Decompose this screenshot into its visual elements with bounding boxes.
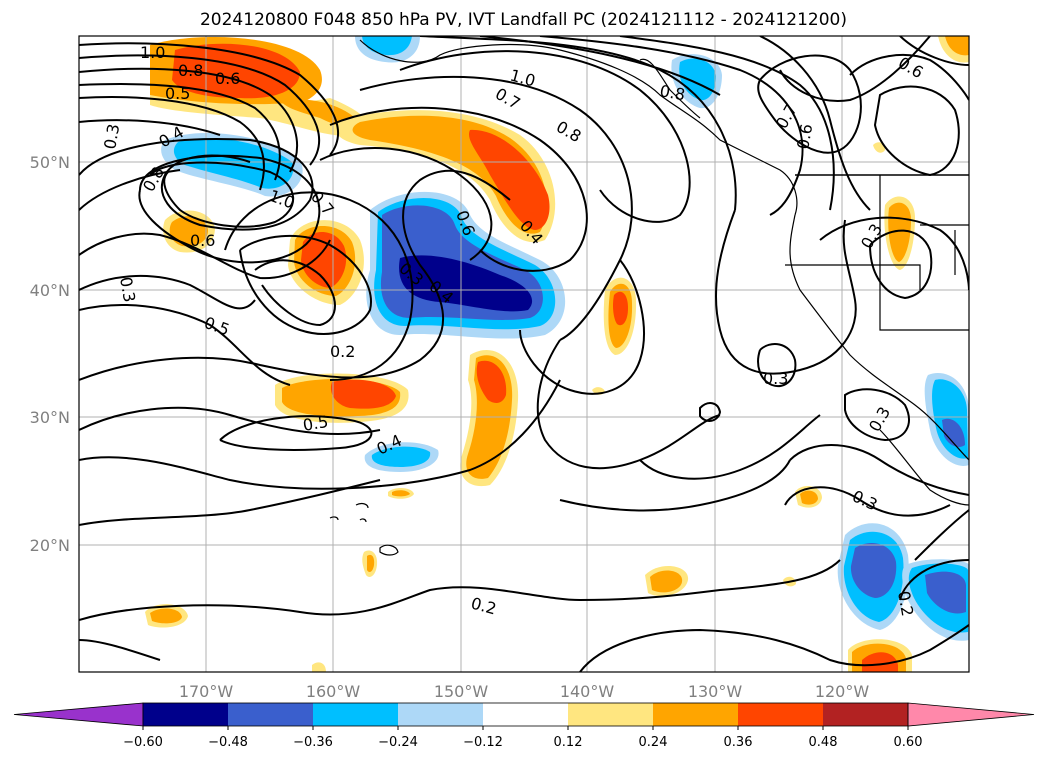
colorbar-tick-label: −0.24: [378, 735, 418, 750]
lon-tick-label: 160°W: [306, 682, 361, 701]
colorbar-extend-min: [13, 702, 144, 727]
lat-tick-label: 50°N: [30, 153, 70, 172]
contour-label: 1.0: [140, 43, 165, 62]
lat-tick-label: 40°N: [30, 281, 70, 300]
contour-label: 0.8: [658, 81, 686, 104]
contour-layer: [79, 36, 969, 672]
colorbar-tick-label: 0.48: [809, 735, 838, 750]
colorbar-tick-label: 0.36: [724, 735, 753, 750]
colorbar-segment: [483, 703, 568, 726]
colorbar-tick-label: 0.24: [639, 735, 668, 750]
colorbar-segment: [143, 703, 228, 726]
colorbar-segment: [313, 703, 398, 726]
lon-tick-label: 140°W: [560, 682, 615, 701]
contour-label: 0.5: [301, 412, 329, 435]
colorbar-tick-label: −0.12: [463, 735, 503, 750]
colorbar-segment: [568, 703, 653, 726]
contour-label: 0.5: [165, 84, 190, 103]
colorbar-tick-label: −0.48: [208, 735, 248, 750]
colorbar-frame: [142, 702, 909, 727]
contour-label: 0.3: [116, 275, 139, 303]
colorbar-segment: [398, 703, 483, 726]
contour-label: 0.3: [763, 369, 788, 388]
longitude-labels: 170°W 160°W 150°W 140°W 130°W 120°W: [179, 682, 870, 701]
contour-label: 0.2: [894, 589, 917, 617]
colorbar-tick-label: −0.60: [123, 735, 163, 750]
lat-tick-label: 30°N: [30, 408, 70, 427]
colorbar-tick-label: 0.12: [554, 735, 583, 750]
contour-label: 0.6: [215, 69, 240, 88]
colorbar-segment: [653, 703, 738, 726]
plot-frame: [78, 35, 970, 673]
colorbar-segment: [823, 703, 908, 726]
colorbar-segment: [228, 703, 313, 726]
latitude-labels: 50°N 40°N 30°N 20°N: [30, 153, 70, 555]
contour-label: 0.6: [190, 231, 215, 250]
contour-label: 0.3: [100, 122, 123, 150]
contour-label: 0.2: [330, 342, 355, 361]
map-title: 2024120800 F048 850 hPa PV, IVT Landfall…: [199, 10, 847, 30]
gridlines: [79, 36, 969, 672]
lon-tick-label: 170°W: [179, 682, 234, 701]
lat-tick-label: 20°N: [30, 536, 70, 555]
colorbar-extend-max: [907, 702, 1035, 727]
contour-label: 0.8: [178, 61, 203, 80]
lon-tick-label: 130°W: [688, 682, 743, 701]
lon-tick-label: 150°W: [434, 682, 489, 701]
colorbar-tick-label: −0.36: [293, 735, 333, 750]
colorbar-segment: [738, 703, 823, 726]
coastlines: [329, 39, 969, 556]
shaded-anomaly-layer: [145, 36, 969, 672]
colorbar: −0.60 −0.48 −0.36 −0.24 −0.12 0.12 0.24 0.36 0.4…: [13, 702, 1035, 750]
contour-label: 0.6: [793, 122, 816, 150]
colorbar-tick-label: 0.60: [894, 735, 923, 750]
lon-tick-label: 120°W: [815, 682, 870, 701]
